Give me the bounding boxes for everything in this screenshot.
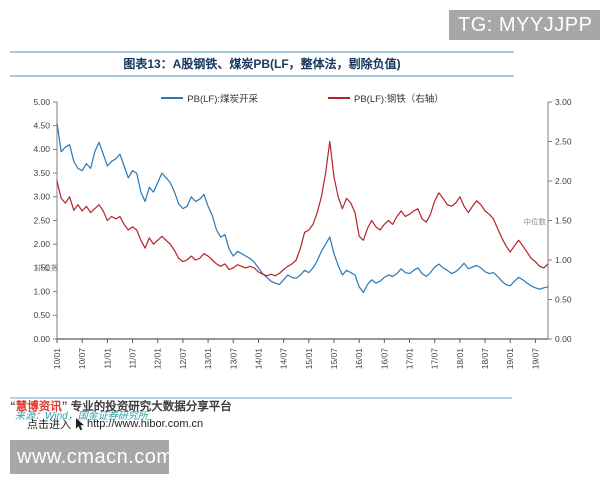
- x-tick-label: 13/07: [228, 348, 238, 370]
- click-enter-label: 点击进入: [27, 419, 71, 431]
- figure-title: 图表13：A股钢铁、煤炭PB(LF，整体法，剔除负值): [10, 51, 514, 77]
- left-tick-label: 1.50: [33, 263, 50, 273]
- left-tick-label: 5.00: [33, 97, 50, 107]
- right-tick-label: 2.00: [555, 176, 572, 186]
- x-tick-label: 12/07: [178, 348, 188, 370]
- hibor-tagline: 专业的投资研究大数据分享平台: [67, 401, 232, 413]
- median-watermark: 中位数: [36, 262, 59, 272]
- quote-open: “: [10, 401, 16, 413]
- x-tick-label: 12/01: [153, 348, 163, 370]
- right-tick-label: 1.00: [555, 255, 572, 265]
- x-tick-label: 19/01: [505, 348, 515, 370]
- x-tick-label: 14/01: [253, 348, 263, 370]
- footer-divider: [10, 397, 512, 399]
- legend-label-steel: PB(LF):钢铁（右轴）: [354, 93, 444, 105]
- legend-item-coal: PB(LF):煤炭开采: [161, 91, 258, 105]
- left-tick-label: 3.50: [33, 168, 50, 178]
- quote-close: ”: [61, 401, 68, 413]
- source-note: 来源：Wind，国金证券研究所: [15, 411, 148, 422]
- x-tick-label: 14/07: [279, 348, 289, 370]
- hibor-brand-line: “慧博资讯” 专业的投资研究大数据分享平台: [10, 398, 232, 414]
- hibor-url-link[interactable]: http://www.hibor.com.cn: [87, 418, 204, 430]
- left-tick-label: 0.00: [33, 334, 50, 344]
- x-tick-label: 11/07: [128, 348, 138, 369]
- right-tick-label: 1.50: [555, 215, 572, 225]
- left-tick-label: 1.00: [33, 286, 50, 296]
- median-watermark: 中位数: [524, 216, 547, 226]
- mouse-cursor-icon: [76, 417, 84, 430]
- right-tick-label: 0.50: [555, 294, 572, 304]
- right-tick-label: 3.00: [555, 97, 572, 107]
- left-tick-label: 4.50: [33, 121, 50, 131]
- x-tick-label: 15/07: [329, 348, 339, 370]
- hibor-link-line: 点击进入 http://www.hibor.com.cn: [27, 416, 203, 432]
- x-tick-label: 18/01: [455, 348, 465, 370]
- x-tick-label: 17/07: [430, 348, 440, 370]
- hibor-brand: 慧博资讯: [15, 401, 62, 413]
- cmacn-watermark-badge: www.cmacn.com: [10, 440, 169, 474]
- x-tick-label: 16/01: [354, 348, 364, 370]
- steel-line-swatch-icon: [328, 96, 350, 99]
- right-tick-label: 0.00: [555, 334, 572, 344]
- left-tick-label: 0.50: [33, 310, 50, 320]
- x-tick-label: 16/07: [379, 348, 389, 370]
- left-tick-label: 4.00: [33, 144, 50, 154]
- x-tick-label: 10/07: [77, 348, 87, 370]
- x-tick-label: 17/01: [405, 348, 415, 370]
- x-tick-label: 19/07: [530, 348, 540, 370]
- tg-watermark-badge: TG: MYYJJPP: [449, 10, 600, 40]
- left-tick-label: 2.50: [33, 215, 50, 225]
- left-tick-label: 2.00: [33, 239, 50, 249]
- right-tick-label: 2.50: [555, 136, 572, 146]
- series-steel-line: [56, 140, 549, 277]
- x-tick-label: 15/01: [304, 348, 314, 370]
- x-tick-label: 11/01: [102, 348, 112, 369]
- left-tick-label: 3.00: [33, 192, 50, 202]
- x-tick-label: 13/01: [203, 348, 213, 370]
- legend-label-coal: PB(LF):煤炭开采: [187, 93, 258, 105]
- series-coal-line: [56, 122, 549, 294]
- legend-item-steel: PB(LF):钢铁（右轴）: [328, 91, 444, 105]
- x-tick-label: 18/07: [480, 348, 490, 370]
- pb-line-chart: 0.00 0.50 1.00 1.50 2.00 2.50 3.00 3.50 4.00 4.50…: [33, 97, 572, 370]
- x-tick-label: 10/01: [52, 348, 62, 370]
- coal-line-swatch-icon: [161, 96, 184, 99]
- chart-legend: PB(LF):煤炭开采 PB(LF):钢铁（右轴）: [57, 91, 548, 105]
